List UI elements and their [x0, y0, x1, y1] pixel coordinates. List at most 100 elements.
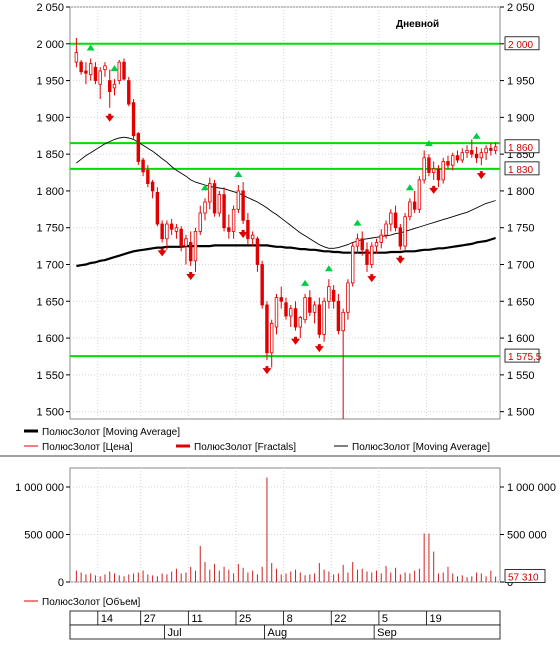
- candle-body: [355, 238, 360, 247]
- legend-label: ПолюсЗолот [Fractals]: [194, 442, 296, 453]
- fractal-up-marker: [110, 65, 119, 72]
- fractal-down-marker: [395, 255, 405, 264]
- fractal-down-marker: [367, 274, 377, 283]
- candle-body: [293, 308, 298, 328]
- price-tick-label-left: 1 650: [36, 296, 64, 308]
- candle-body: [169, 223, 174, 230]
- volume-plot-frame: [69, 467, 501, 583]
- candle-body: [165, 223, 169, 240]
- candle-body: [227, 227, 231, 232]
- volume-tick-label-left: 0: [58, 577, 64, 589]
- candle-body: [93, 66, 98, 81]
- fractal-up-marker: [405, 184, 414, 191]
- volume-last-label: 57 310: [508, 573, 539, 584]
- fractal-up-marker: [86, 44, 95, 51]
- candle-body: [446, 161, 450, 166]
- price-tick-label-right: 1 750: [507, 223, 535, 235]
- candle-body: [217, 194, 222, 214]
- volume-tick-label-left: 500 000: [24, 530, 64, 542]
- candle-body: [160, 223, 164, 240]
- candle-body: [198, 212, 202, 232]
- fractal-up-marker: [234, 171, 243, 178]
- fractal-up-marker: [301, 279, 310, 286]
- price-tick-label-right: 1 500: [507, 407, 535, 419]
- candle-body: [117, 61, 121, 81]
- price-tick-label-left: 1 500: [36, 407, 64, 419]
- day-tick-label: 8: [287, 613, 293, 625]
- candle-body: [441, 161, 445, 181]
- candle-body: [360, 238, 364, 251]
- candle-body: [365, 249, 369, 265]
- candle-body: [84, 70, 88, 74]
- month-tick-label: Jul: [168, 627, 182, 639]
- candle-body: [79, 61, 83, 73]
- candle-body: [427, 157, 431, 173]
- legend-label: ПолюсЗолот [Moving Average]: [352, 442, 490, 453]
- level-label: 1 830: [508, 165, 533, 176]
- last-price-box: [504, 139, 540, 154]
- candle-body: [141, 159, 145, 173]
- candle-body: [131, 102, 136, 137]
- candle-body: [112, 83, 117, 89]
- candle-body: [479, 152, 484, 159]
- price-tick-label-right: 1 700: [507, 260, 535, 272]
- candle-body: [212, 183, 217, 214]
- candle-body: [412, 201, 417, 210]
- price-tick-label-left: 2 000: [36, 39, 64, 51]
- price-tick-label-left: 1 900: [36, 112, 64, 124]
- time-axis-months: [69, 624, 501, 640]
- price-tick-label-right: 1 600: [507, 333, 535, 345]
- price-tick-label-left: 2 050: [36, 2, 64, 14]
- volume-last-box: [504, 569, 546, 583]
- candle-body: [431, 168, 436, 173]
- candle-body: [231, 208, 236, 232]
- candle-body: [350, 245, 355, 284]
- volume-tick-label-left: 1 000 000: [15, 482, 64, 494]
- candle-body: [127, 80, 131, 105]
- fractal-down-marker: [157, 248, 167, 257]
- day-tick-label: 11: [191, 613, 202, 625]
- candle-body: [274, 297, 279, 328]
- candle-body: [384, 223, 388, 236]
- price-tick-label-left: 1 550: [36, 370, 64, 382]
- candle-body: [136, 133, 141, 162]
- fractal-down-marker: [238, 230, 248, 239]
- candle-body: [317, 304, 322, 335]
- candle-body: [236, 190, 241, 210]
- candle-body: [451, 155, 455, 166]
- candle-body: [289, 308, 293, 317]
- candle-body: [470, 150, 474, 155]
- price-tick-label-left: 1 950: [36, 76, 64, 88]
- price-tick-label-right: 1 650: [507, 296, 535, 308]
- candle-body: [284, 302, 288, 317]
- price-tick-label-left: 1 600: [36, 333, 64, 345]
- volume-tick-label-right: 0: [507, 577, 513, 589]
- fractal-up-marker: [353, 219, 362, 226]
- fractal-up-marker: [472, 132, 481, 139]
- fractal-down-marker: [186, 271, 196, 280]
- legend-label: ПолюсЗолот [Цена]: [42, 442, 133, 453]
- candle-body: [403, 216, 407, 247]
- fractal-down-marker: [314, 344, 324, 353]
- volume-tick-label-right: 500 000: [507, 530, 547, 542]
- candle-body: [222, 194, 226, 229]
- level-label: 1 575,5: [508, 352, 542, 363]
- candle-body: [203, 201, 207, 214]
- price-tick-label-right: 1 900: [507, 112, 535, 124]
- level-label-box: [504, 36, 540, 51]
- candle-body: [417, 179, 422, 210]
- fractal-up-marker: [201, 184, 210, 191]
- level-label-box: [504, 161, 540, 176]
- last-price-label: 1 860: [508, 143, 533, 154]
- candle-body: [327, 286, 331, 302]
- candle-body: [422, 157, 426, 181]
- day-tick-label: 19: [430, 613, 442, 625]
- candle-body: [460, 152, 464, 161]
- candle-body: [88, 63, 93, 76]
- candle-body: [379, 234, 383, 243]
- candle-body: [436, 168, 441, 181]
- fractal-down-marker: [476, 171, 486, 180]
- candle-body: [208, 183, 212, 203]
